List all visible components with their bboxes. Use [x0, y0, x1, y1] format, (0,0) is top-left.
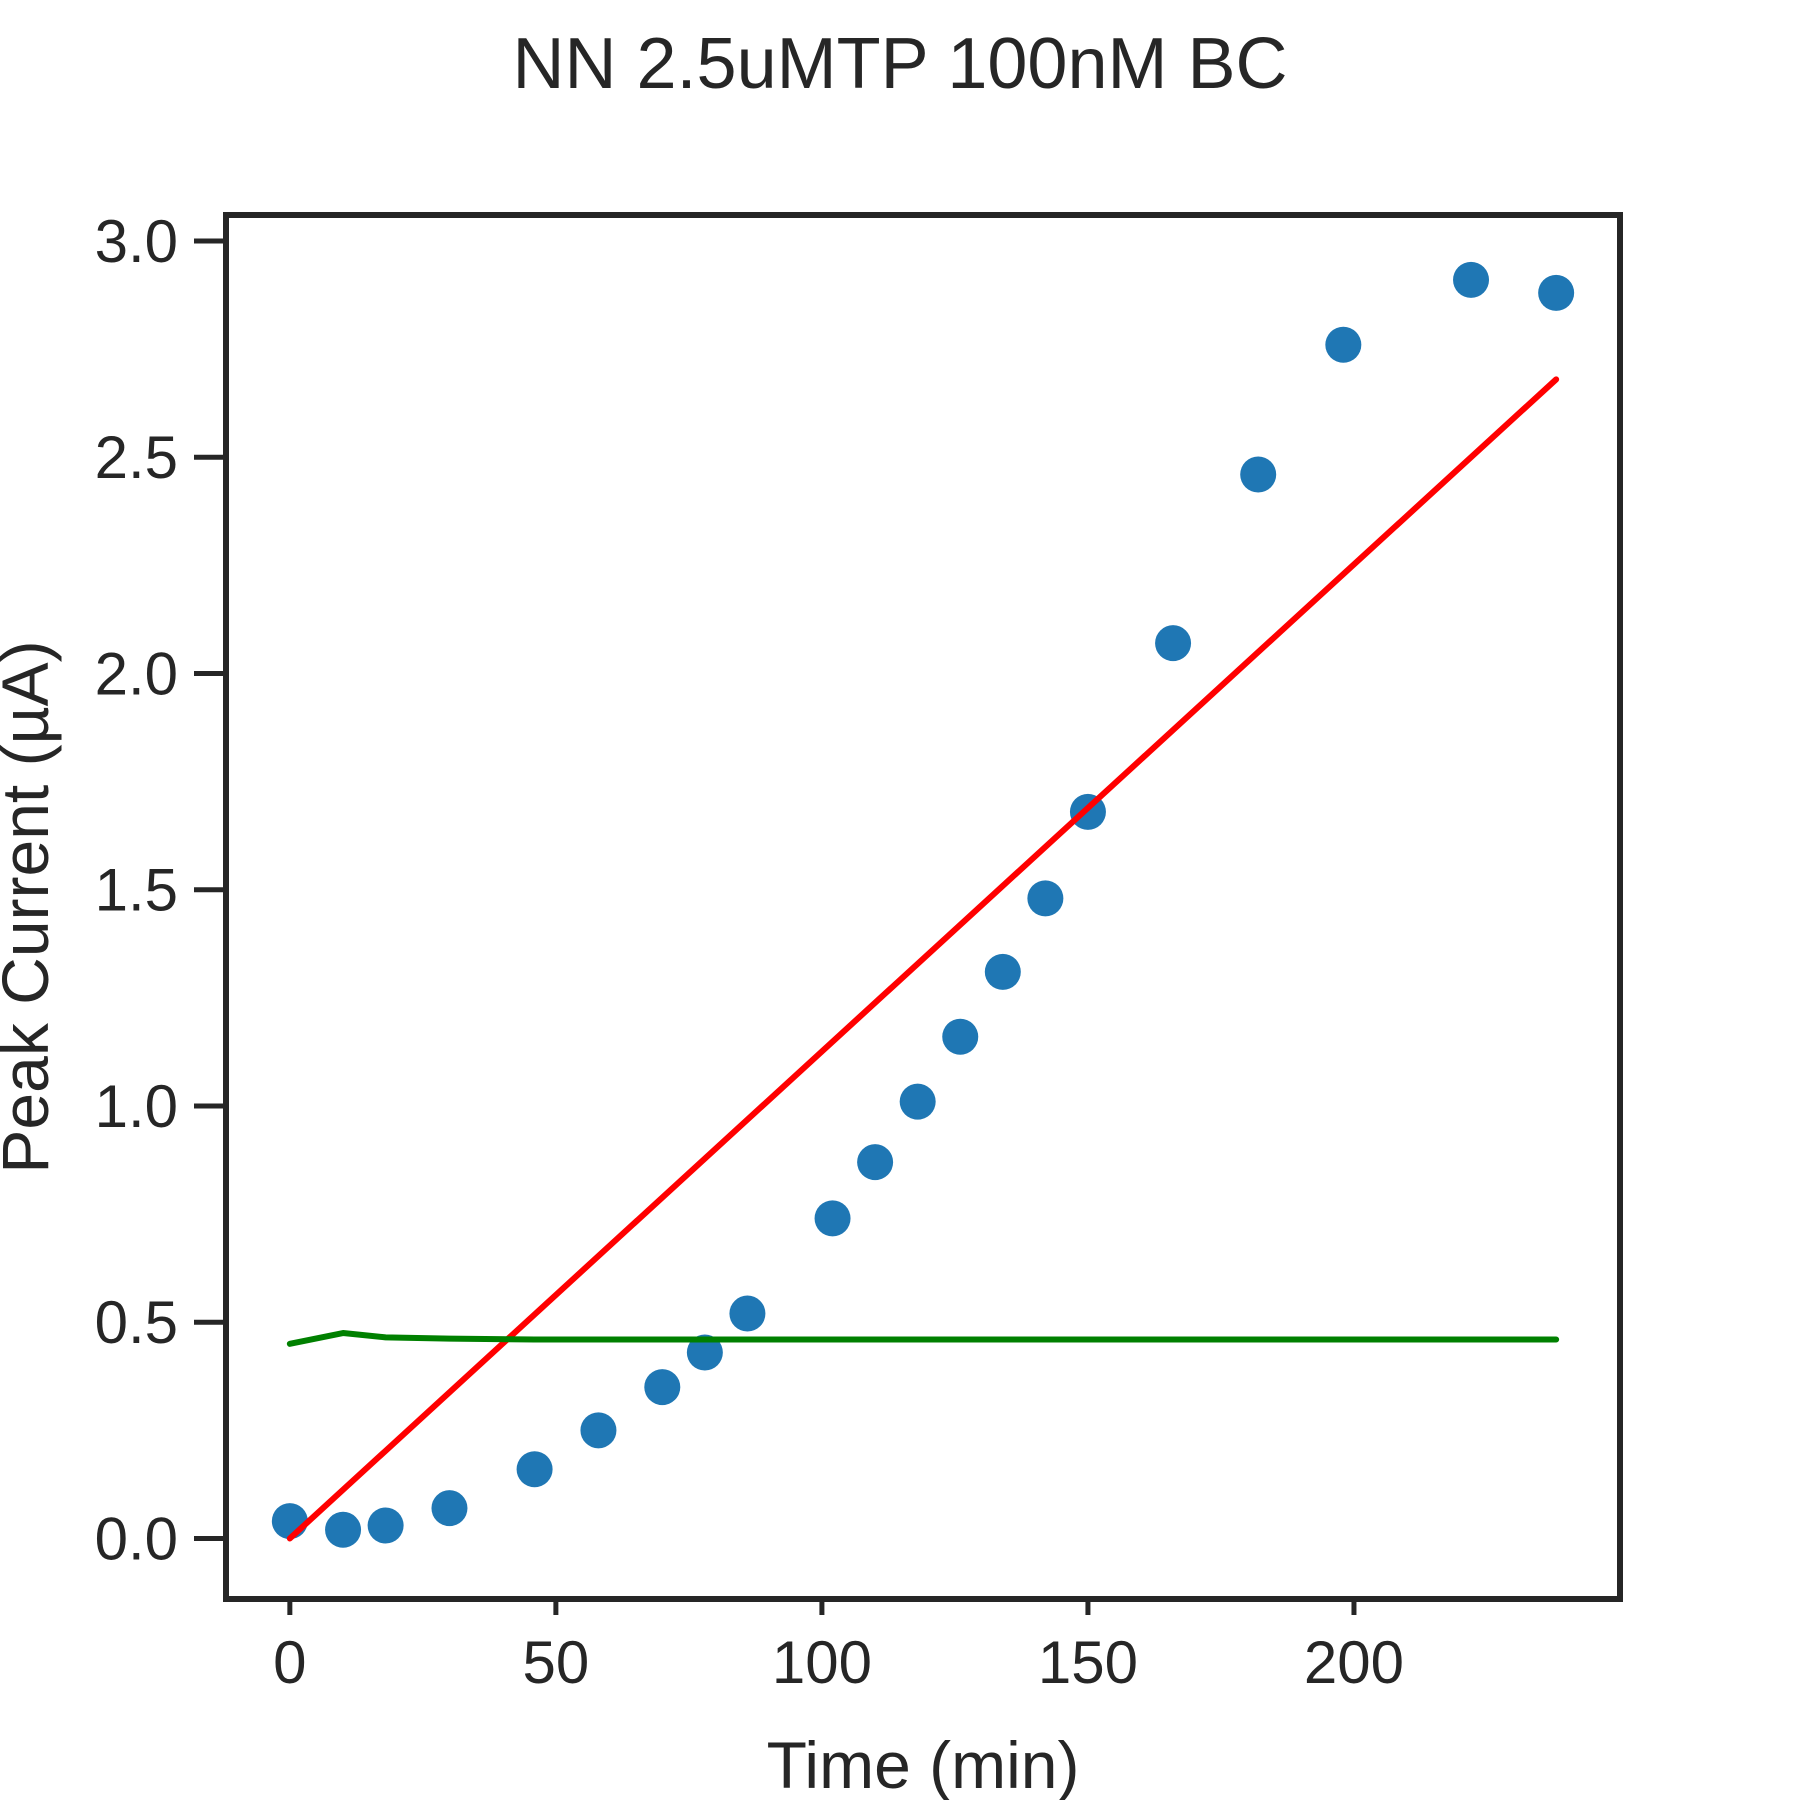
data-point — [1538, 274, 1575, 311]
y-tick-label: 1.5 — [95, 857, 178, 924]
y-tick-label: 2.0 — [95, 640, 178, 707]
data-point — [1155, 625, 1192, 662]
data-point — [857, 1144, 894, 1181]
data-point — [942, 1018, 979, 1055]
data-point — [814, 1200, 851, 1237]
data-point — [271, 1503, 308, 1540]
data-point — [325, 1511, 362, 1548]
y-tick-label: 3.0 — [95, 208, 178, 275]
y-axis: 0.0 0.5 1.0 1.5 2.0 2.5 3.0 — [95, 208, 226, 1572]
data-point — [984, 953, 1021, 990]
data-point — [1453, 261, 1490, 298]
data-point — [367, 1507, 404, 1544]
y-tick-label: 1.0 — [95, 1073, 178, 1140]
baseline-line-green — [286, 1330, 1560, 1347]
data-point — [686, 1334, 723, 1371]
fit-line-red — [286, 376, 1560, 1542]
plot-area — [271, 261, 1575, 1548]
y-tick-label: 0.0 — [95, 1505, 178, 1572]
x-tick-label: 0 — [273, 1629, 306, 1696]
data-point — [580, 1412, 617, 1449]
data-point — [1240, 456, 1277, 493]
chart-title: NN 2.5uMTP 100nM BC — [513, 24, 1288, 104]
x-tick-label: 50 — [523, 1629, 590, 1696]
data-point — [729, 1295, 766, 1332]
y-tick-label: 0.5 — [95, 1289, 178, 1356]
data-point — [644, 1369, 681, 1406]
data-point — [1027, 880, 1064, 917]
x-axis-label: Time (min) — [767, 1728, 1080, 1800]
x-tick-label: 200 — [1304, 1629, 1404, 1696]
x-tick-label: 100 — [772, 1629, 872, 1696]
x-axis: 0 50 100 150 200 — [273, 1599, 1404, 1696]
plot-frame — [223, 212, 1623, 1602]
data-point — [516, 1451, 553, 1488]
data-point — [431, 1490, 468, 1527]
x-tick-label: 150 — [1038, 1629, 1138, 1696]
data-point — [899, 1083, 936, 1120]
data-point — [1325, 326, 1362, 363]
y-tick-label: 2.5 — [95, 424, 178, 491]
y-axis-label: Peak Current (µA) — [0, 640, 62, 1173]
